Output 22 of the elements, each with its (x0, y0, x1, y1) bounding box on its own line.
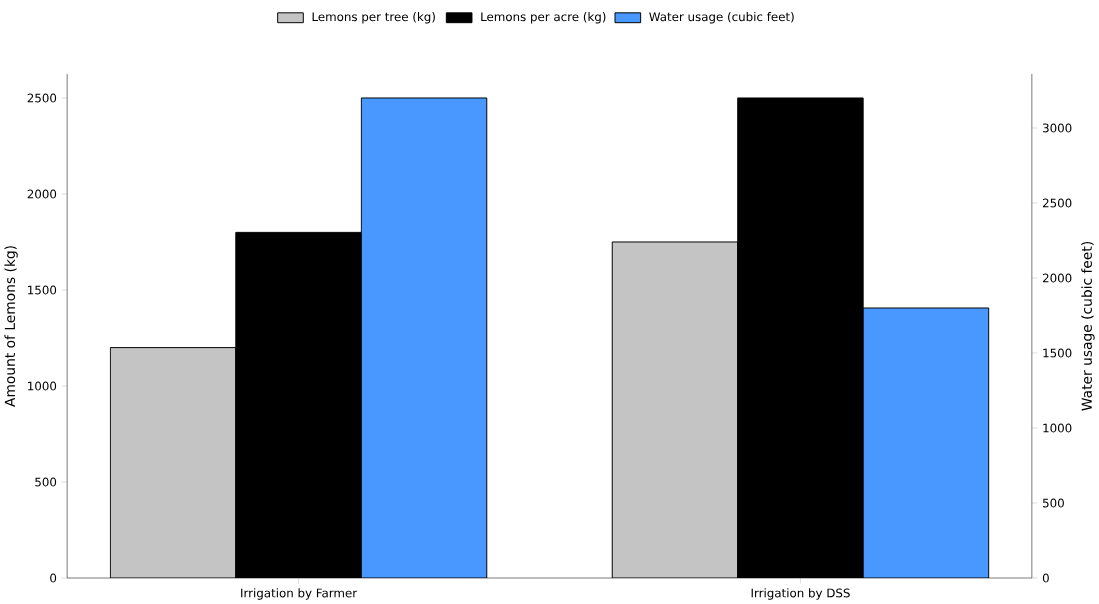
y2-tick-label: 1500 (1043, 348, 1072, 358)
y2-tick-label: 1000 (1043, 423, 1072, 433)
y2-axis-title: Water usage (cubic feet) (1081, 242, 1095, 411)
y-tick-label: 1500 (28, 285, 57, 295)
bar (109, 347, 237, 578)
bar (611, 241, 739, 578)
y2-tick-label: 500 (1043, 498, 1064, 508)
legend-label: Water usage (cubic feet) (649, 11, 794, 24)
y-tick-label: 2000 (27, 189, 57, 199)
y-tick-label: 0 (50, 573, 57, 583)
y-tick-label: 1000 (28, 381, 57, 391)
y2-tick-label: 2000 (1042, 273, 1072, 283)
y-tick-label: 500 (35, 477, 57, 487)
legend-label: Lemons per acre (kg) (481, 11, 606, 24)
y2-tick-label: 0 (1042, 573, 1049, 583)
legend-label: Lemons per tree (kg) (312, 11, 435, 24)
y-tick-label: 2500 (27, 93, 57, 103)
y-axis-title: Amount of Lemons (kg) (4, 246, 18, 407)
x-tick-label: Irrigation by DSS (751, 588, 850, 600)
x-tick-label: Irrigation by Farmer (241, 588, 358, 600)
y2-tick-label: 2500 (1042, 198, 1072, 208)
y2-tick-label: 3000 (1043, 123, 1072, 133)
